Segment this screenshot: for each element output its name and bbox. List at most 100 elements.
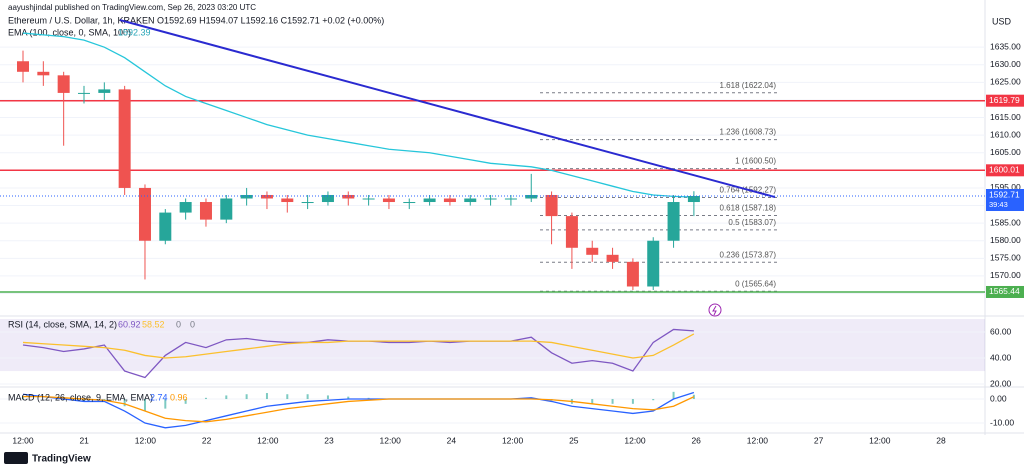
candle-body bbox=[281, 198, 294, 203]
y-tick-label: 1575.00 bbox=[990, 253, 1021, 263]
publisher: aayushjindal published on TradingView.co… bbox=[8, 3, 256, 12]
x-tick-label: 12:00 bbox=[12, 435, 34, 445]
x-tick-label: 24 bbox=[447, 435, 457, 445]
candle-body bbox=[484, 198, 497, 200]
y-tick-label: 1635.00 bbox=[990, 41, 1021, 51]
y-tick-label: 1595.00 bbox=[990, 182, 1021, 192]
candle-body bbox=[464, 198, 477, 203]
candle-body bbox=[77, 92, 90, 94]
histogram-bar bbox=[611, 399, 614, 404]
y-tick-label: 40.00 bbox=[990, 352, 1012, 362]
candle-body bbox=[220, 198, 233, 220]
pane-title: MACD (12, 26, close, 9, EMA, EMA) bbox=[8, 392, 153, 402]
histogram-bar bbox=[204, 397, 207, 400]
histogram-bar bbox=[143, 399, 146, 412]
y-tick-label: 1610.00 bbox=[990, 129, 1021, 139]
histogram-bar bbox=[306, 394, 309, 400]
x-tick-label: 12:00 bbox=[502, 435, 524, 445]
candle-body bbox=[626, 261, 639, 287]
pane-value: 2.74 bbox=[150, 392, 168, 402]
candle-body bbox=[647, 240, 660, 287]
brand: TradingView bbox=[32, 454, 91, 465]
countdown: 39:43 bbox=[989, 200, 1008, 209]
y-tick-label: 1630.00 bbox=[990, 59, 1021, 69]
x-tick-label: 28 bbox=[936, 435, 946, 445]
macd-line bbox=[22, 391, 695, 429]
fib-label: 0 (1565.64) bbox=[735, 279, 776, 288]
price-badge bbox=[986, 94, 1024, 107]
candle-body bbox=[362, 198, 375, 200]
pane-value: 0.96 bbox=[170, 392, 188, 402]
price-badge bbox=[986, 285, 1024, 298]
price-badge bbox=[986, 164, 1024, 177]
y-tick-label: 1570.00 bbox=[990, 270, 1021, 280]
candle-body bbox=[525, 194, 538, 199]
x-tick-label: 12:00 bbox=[257, 435, 279, 445]
x-tick-label: 26 bbox=[691, 435, 701, 445]
logo-mark bbox=[4, 452, 28, 464]
symbol-info: Ethereum / U.S. Dollar, 1h, KRAKEN O1592… bbox=[8, 15, 384, 25]
candle-body bbox=[17, 61, 29, 72]
price-badge-label: 1600.01 bbox=[989, 165, 1020, 175]
y-tick-label: 1605.00 bbox=[990, 147, 1021, 157]
x-tick-label: 12:00 bbox=[869, 435, 891, 445]
ema-value: 1592.39 bbox=[118, 27, 151, 37]
candle-body bbox=[565, 216, 578, 248]
y-tick-label: 60.00 bbox=[990, 326, 1012, 336]
histogram-bar bbox=[591, 399, 594, 404]
candle-body bbox=[504, 198, 517, 200]
event-icon-bolt bbox=[712, 305, 717, 316]
candle-body bbox=[37, 71, 50, 76]
histogram-bar bbox=[22, 396, 24, 400]
last-price-badge bbox=[986, 189, 1024, 212]
price-badge-label: 1619.79 bbox=[989, 95, 1020, 105]
histogram-bar bbox=[265, 393, 268, 400]
histogram-bar bbox=[225, 395, 228, 400]
pane-value: 0 bbox=[176, 319, 181, 329]
fib-label: 1 (1600.50) bbox=[735, 157, 776, 166]
fib-label: 1.618 (1622.04) bbox=[720, 81, 777, 90]
candle-body bbox=[667, 202, 680, 241]
ema-label: EMA (100, close, 0, SMA, 100) bbox=[8, 27, 131, 37]
candle-body bbox=[260, 194, 273, 199]
y-tick-label: 1585.00 bbox=[990, 217, 1021, 227]
histogram-bar bbox=[286, 394, 289, 400]
pane-title: RSI (14, close, SMA, 14, 2) bbox=[8, 319, 117, 329]
candle-body bbox=[342, 194, 355, 199]
y-tick-label: -10.00 bbox=[990, 417, 1014, 427]
histogram-bar bbox=[164, 399, 167, 409]
histogram-bar bbox=[245, 394, 248, 400]
candle-body bbox=[586, 247, 599, 255]
histogram-bar bbox=[184, 399, 187, 404]
y-tick-label: 0.00 bbox=[990, 393, 1007, 403]
histogram-bar bbox=[326, 395, 329, 400]
x-tick-label: 12:00 bbox=[380, 435, 402, 445]
candle-body bbox=[423, 198, 436, 203]
x-tick-label: 23 bbox=[324, 435, 334, 445]
trendline bbox=[119, 19, 776, 199]
candle-body bbox=[138, 187, 151, 241]
fib-label: 1.236 (1608.73) bbox=[720, 128, 777, 137]
candle-body bbox=[606, 254, 619, 262]
y-tick-label: 1625.00 bbox=[990, 77, 1021, 87]
price-badge-label: 1565.44 bbox=[989, 286, 1020, 296]
pane-value: 0 bbox=[190, 319, 195, 329]
candle-body bbox=[403, 202, 416, 204]
x-tick-label: 12:00 bbox=[135, 435, 157, 445]
candle-body bbox=[301, 202, 314, 204]
macd-line bbox=[23, 395, 695, 423]
last-price-label: 1592.71 bbox=[989, 189, 1020, 199]
event-icon[interactable] bbox=[708, 303, 722, 317]
x-tick-label: 25 bbox=[569, 435, 579, 445]
candle-body bbox=[159, 212, 172, 241]
candle-body bbox=[382, 198, 395, 203]
candle-body bbox=[118, 89, 131, 188]
histogram-bar bbox=[347, 396, 350, 400]
fib-label: 0.5 (1583.07) bbox=[728, 218, 776, 227]
histogram-bar bbox=[652, 399, 655, 401]
y-tick-label: 20.00 bbox=[990, 378, 1012, 388]
x-tick-label: 27 bbox=[814, 435, 824, 445]
candle-body bbox=[240, 194, 253, 199]
